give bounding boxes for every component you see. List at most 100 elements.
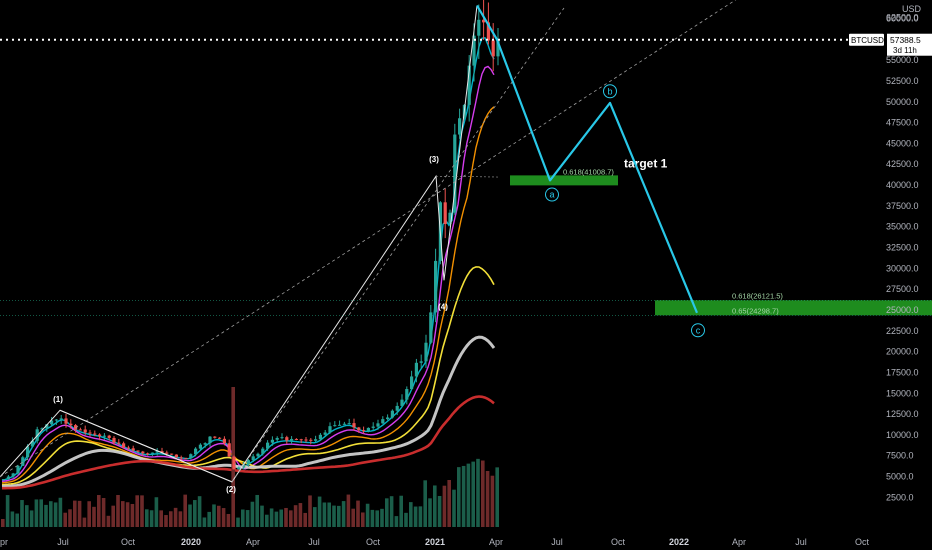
volume-bar <box>289 510 293 527</box>
volume-bar <box>49 501 53 527</box>
candle-body <box>309 439 313 441</box>
candle-body <box>246 460 250 465</box>
wave-leg <box>59 409 233 483</box>
volume-bar <box>173 507 178 527</box>
candle-body <box>165 452 169 454</box>
candle-body <box>390 410 394 418</box>
price-tick-label: 12500.0 <box>886 409 919 419</box>
candle-body <box>174 454 178 458</box>
time-tick-label: Apr <box>732 537 746 547</box>
fib-label: 0.65(24298.7) <box>732 306 779 315</box>
wave-label: (4) <box>438 302 448 311</box>
volume-bar <box>20 500 24 527</box>
candle-body <box>155 451 159 453</box>
volume-bar <box>169 511 173 527</box>
candle-body <box>102 435 106 437</box>
candle-body <box>2 479 6 481</box>
price-tick-label: 17500.0 <box>886 367 919 377</box>
candle-body <box>414 362 418 377</box>
volume-bar <box>63 512 67 527</box>
volume-bar <box>10 511 15 527</box>
candle-body <box>170 453 174 455</box>
candle-body <box>26 446 30 458</box>
candle-body <box>453 134 457 213</box>
time-tick-label: Jul <box>551 537 563 547</box>
volume-bar <box>212 504 216 527</box>
volume-bar <box>116 494 120 527</box>
candle-body <box>126 447 130 449</box>
candle-body <box>88 432 92 434</box>
fib-guide <box>435 175 501 178</box>
volume-bar <box>356 500 360 527</box>
candle-body <box>304 439 308 441</box>
volume-bar <box>437 495 442 527</box>
volume-bar <box>447 480 451 527</box>
volume-bar <box>433 485 437 527</box>
candle-body <box>59 418 63 420</box>
candle-body <box>222 438 226 444</box>
volume-bar <box>485 470 490 527</box>
fib-label: 0.618(26121.5) <box>732 291 783 300</box>
candle-body <box>395 405 399 411</box>
time-tick-label: Oct <box>121 537 136 547</box>
time-tick-label: Oct <box>366 537 381 547</box>
volume-bar <box>217 505 221 527</box>
volume-bar <box>385 498 389 527</box>
volume-bar <box>245 510 250 527</box>
wave-label: (2) <box>226 485 236 494</box>
candle-body <box>74 425 78 430</box>
moving-average-line <box>2 395 495 490</box>
symbol-tag <box>849 33 884 46</box>
candle-body <box>45 424 49 429</box>
candle-body <box>198 444 202 449</box>
volume-bar <box>87 501 91 527</box>
volume-bar <box>389 496 394 527</box>
candle-body <box>112 437 116 443</box>
volume-bar <box>279 509 283 527</box>
volume-bar <box>34 499 39 527</box>
volume-bar <box>188 504 192 527</box>
price-tick-label: 30000.0 <box>886 263 919 273</box>
volume-bar <box>399 495 403 527</box>
candle-body <box>314 439 318 441</box>
volume-bar <box>308 495 312 527</box>
volume-bar <box>428 498 432 527</box>
volume-bar <box>442 485 447 527</box>
channel-line <box>231 7 565 483</box>
volume-bar <box>164 515 168 527</box>
volume-bar <box>341 501 346 527</box>
candle-body <box>338 424 342 426</box>
time-tick-label: Jul <box>308 537 320 547</box>
symbol-label: BTCUSD <box>851 36 884 45</box>
volume-bar <box>495 467 499 527</box>
volume-bar <box>77 500 82 527</box>
time-tick-label: Apr <box>246 537 260 547</box>
candle-body <box>237 467 241 470</box>
volume-bar <box>332 505 336 527</box>
price-tick-label: 10000.0 <box>886 430 919 440</box>
candle-body <box>429 312 433 343</box>
candle-body <box>203 443 207 445</box>
volume-bar <box>140 495 144 527</box>
candle-body <box>227 443 231 457</box>
candle-body <box>333 425 337 427</box>
price-tick-label: 42500.0 <box>886 159 919 169</box>
volume-bar <box>466 463 471 527</box>
volume-bar <box>53 502 58 527</box>
candle-body <box>122 443 126 448</box>
price-tick-label: 32500.0 <box>886 243 919 253</box>
volume-bar <box>313 507 317 527</box>
volume-bar <box>471 461 475 527</box>
candle-body <box>443 202 447 225</box>
candle-body <box>285 437 289 441</box>
volume-bar <box>5 495 10 527</box>
currency-label: USD <box>902 4 922 14</box>
last-price-label: 57388.5 <box>890 35 921 45</box>
volume-bar <box>346 494 351 527</box>
candle-body <box>405 389 409 400</box>
candle-body <box>491 40 495 57</box>
candle-body <box>261 448 265 454</box>
price-tick-label: 37500.0 <box>886 201 919 211</box>
volume-bar <box>207 511 211 527</box>
